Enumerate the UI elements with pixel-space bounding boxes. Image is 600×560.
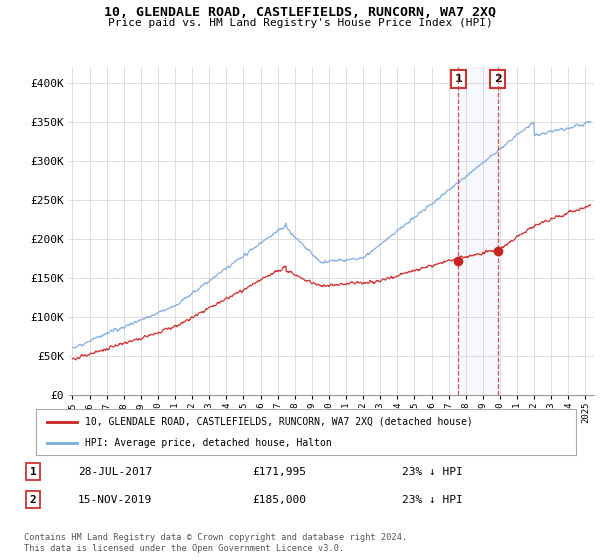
Text: 2: 2 [494,74,502,84]
Text: Contains HM Land Registry data © Crown copyright and database right 2024.
This d: Contains HM Land Registry data © Crown c… [24,533,407,553]
Text: 15-NOV-2019: 15-NOV-2019 [78,494,152,505]
Text: £185,000: £185,000 [252,494,306,505]
Text: 28-JUL-2017: 28-JUL-2017 [78,466,152,477]
Text: 10, GLENDALE ROAD, CASTLEFIELDS, RUNCORN, WA7 2XQ (detached house): 10, GLENDALE ROAD, CASTLEFIELDS, RUNCORN… [85,417,472,427]
Bar [458,67,498,395]
Text: 1: 1 [455,74,462,84]
Text: 2: 2 [29,494,37,505]
Text: HPI: Average price, detached house, Halton: HPI: Average price, detached house, Halt… [85,438,331,448]
Text: Price paid vs. HM Land Registry's House Price Index (HPI): Price paid vs. HM Land Registry's House … [107,18,493,28]
Text: 23% ↓ HPI: 23% ↓ HPI [402,494,463,505]
Text: 1: 1 [29,466,37,477]
Text: 10, GLENDALE ROAD, CASTLEFIELDS, RUNCORN, WA7 2XQ: 10, GLENDALE ROAD, CASTLEFIELDS, RUNCORN… [104,6,496,18]
Text: 23% ↓ HPI: 23% ↓ HPI [402,466,463,477]
Text: £171,995: £171,995 [252,466,306,477]
